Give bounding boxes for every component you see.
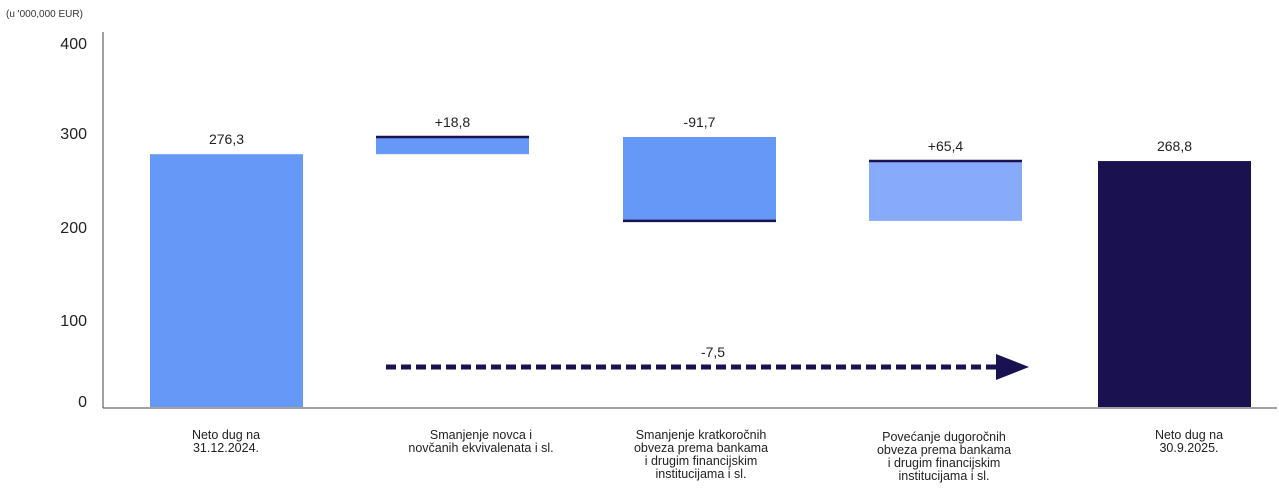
data-label-2: +18,8	[435, 114, 471, 130]
data-label-3: -91,7	[684, 114, 716, 130]
bar-4	[869, 161, 1022, 221]
data-label-1: 276,3	[209, 131, 244, 147]
bar-1	[150, 154, 303, 407]
category-label-4: Povećanje dugoročnih obveza prema bankam…	[876, 430, 1012, 483]
category-label-5: Neto dug na 30.9.2025.	[1154, 428, 1224, 455]
data-label-4: +65,4	[928, 138, 964, 154]
change-arrow-head	[996, 354, 1029, 380]
y-tick-label: 400	[60, 36, 87, 53]
bar-3	[623, 136, 776, 221]
category-label-1: Neto dug na 31.12.2024.	[191, 428, 261, 455]
change-arrow-label: -7,5	[701, 344, 725, 360]
unit-label: (u '000,000 EUR)	[6, 9, 83, 20]
data-label-5: 268,8	[1157, 138, 1192, 154]
y-tick-label: 200	[60, 220, 87, 237]
category-label-2: Smanjenje novca i novčanih ekvivalenata …	[408, 428, 554, 455]
y-tick-label: 300	[60, 126, 87, 143]
bar-5	[1098, 161, 1251, 407]
y-tick-label: 100	[60, 313, 87, 330]
bar-2	[376, 136, 529, 155]
y-tick-label: 0	[78, 394, 87, 411]
category-label-3: Smanjenje kratkoročnih obveza prema bank…	[633, 428, 769, 481]
